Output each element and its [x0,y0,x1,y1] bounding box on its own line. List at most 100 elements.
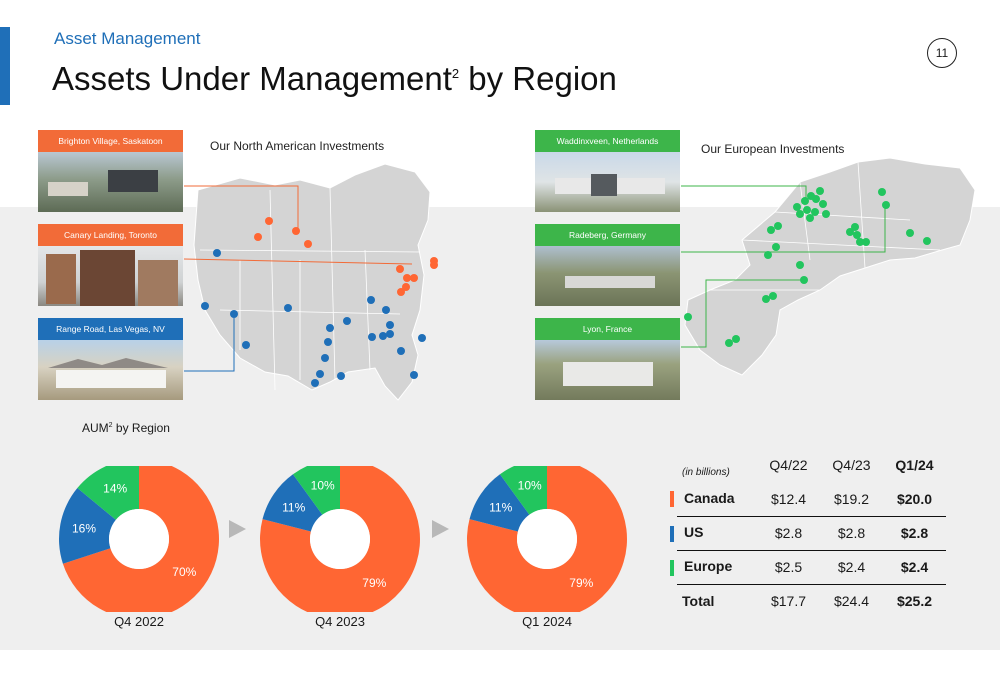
us-marker [242,341,250,349]
table-cell: $12.4 [757,482,820,517]
us-marker [284,304,292,312]
us-marker [397,347,405,355]
donut-hole [517,509,577,569]
photo-image [38,152,183,212]
canada-marker [402,283,410,291]
donut-label: 10% [311,479,335,493]
donut-label: 79% [362,576,386,590]
photo-label: Waddinxveen, Netherlands [535,130,680,152]
europe-marker [793,203,801,211]
europe-marker [796,261,804,269]
us-marker [382,306,390,314]
europe-marker [856,238,864,246]
table-cell: $2.8 [757,516,820,551]
table-cell: $2.8 [820,516,883,551]
photo-canary-landing: Canary Landing, Toronto [38,224,183,306]
table-cell: $2.5 [757,550,820,585]
region-label: Canada [670,482,757,517]
europe-marker [851,223,859,231]
europe-landmass [684,157,976,376]
donut-segment-canada [467,466,627,612]
us-marker [386,330,394,338]
donut-caption: Q4 2023 [315,614,365,629]
connector-line [681,185,807,198]
section-label: Asset Management [54,29,201,48]
table-row: US $2.8 $2.8 $2.8 [670,516,946,551]
donut-segment-us [469,474,530,532]
connector-line [681,279,804,348]
table-row: Canada $12.4 $19.2 $20.0 [670,482,946,517]
europe-marker [800,276,808,284]
region-label: Europe [670,550,757,585]
europe-marker [811,208,819,216]
photo-label: Brighton Village, Saskatoon [38,130,183,152]
europe-marker [862,238,870,246]
donut-label: 16% [72,522,96,536]
photo-image [535,340,680,400]
donut-segment-europe [499,466,547,515]
column-header: Q4/22 [769,457,808,473]
column-header: Q1/24 [895,457,934,473]
europe-marker [774,222,782,230]
us-marker [379,332,387,340]
us-marker [343,317,351,325]
us-marker [201,302,209,310]
us-marker [386,321,394,329]
table-cell: $20.0 [883,482,946,517]
europe-marker [767,226,775,234]
europe-marker [816,187,824,195]
europe-map [684,157,976,376]
photo-range-road: Range Road, Las Vegas, NV [38,318,183,400]
europe-marker [762,295,770,303]
canada-swatch [670,491,674,508]
us-marker [316,370,324,378]
arrow-icon [432,520,449,538]
donut-label: 10% [518,479,542,493]
connector-line [183,258,413,265]
arrow-icon [229,520,246,538]
donut-chart-q1-2024: 79% 11% 10% [467,466,627,612]
table-cell: $2.4 [820,550,883,585]
europe-marker [819,200,827,208]
donut-label: 70% [172,565,196,579]
us-marker [337,372,345,380]
donut-label: 11% [489,501,512,515]
us-swatch [670,525,674,542]
canada-marker [410,274,418,282]
aum-chart-title: AUM2 by Region [82,421,170,435]
europe-marker [822,210,830,218]
us-marker [368,333,376,341]
europe-marker [806,214,814,222]
canada-marker [430,261,438,269]
donut-segment-us [262,474,323,532]
europe-marker [803,206,811,214]
europe-marker [764,251,772,259]
north-america-landmass [193,163,431,401]
connector-line [184,185,299,230]
canada-marker [396,265,404,273]
table-header-row: (in billions) Q4/22 Q4/23 Q1/24 [677,448,946,482]
photo-image [535,152,680,212]
europe-marker [853,231,861,239]
europe-caption: Our European Investments [701,142,845,156]
donut-chart-q4-2022: 70% 16% 14% [59,466,219,612]
canada-marker [304,240,312,248]
photo-label: Range Road, Las Vegas, NV [38,318,183,340]
us-marker [213,249,221,257]
donut-label: 11% [282,501,305,515]
table-cell: $25.2 [896,593,933,610]
donut-caption: Q1 2024 [522,614,572,629]
canada-marker [254,233,262,241]
photo-brighton-village: Brighton Village, Saskatoon [38,130,183,212]
europe-marker [878,188,886,196]
photo-image [535,246,680,306]
us-marker [418,334,426,342]
europe-marker [882,201,890,209]
north-america-map [193,163,431,401]
table-row: Europe $2.5 $2.4 $2.4 [670,550,946,585]
donut-segment-europe [77,466,139,520]
table-cell: $19.2 [820,482,883,517]
photo-image [38,340,183,400]
region-label: US [670,516,757,551]
